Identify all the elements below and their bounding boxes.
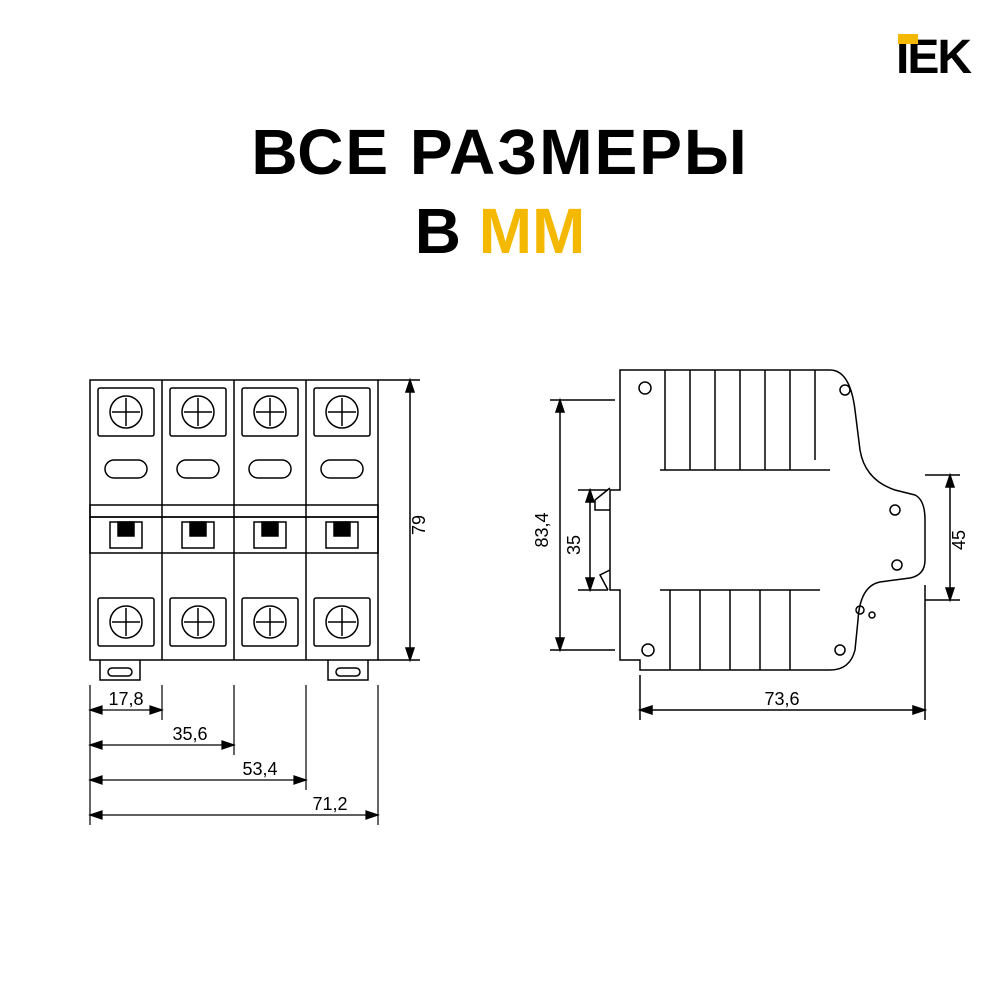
- dim-width-1: 17,8: [108, 689, 143, 709]
- title-line-1: ВСЕ РАЗМЕРЫ: [0, 115, 1000, 189]
- brand-logo: IIEKEK: [896, 30, 970, 85]
- dim-side-depth: 73,6: [764, 689, 799, 709]
- technical-drawing: 79 17,8 35,6 53,4 71,2: [0, 350, 1000, 950]
- dim-width-2: 35,6: [172, 724, 207, 744]
- dim-height-79: 79: [409, 515, 429, 535]
- side-view-drawing: 83,4 35 45 73,6: [500, 350, 980, 830]
- dim-side-h-outer: 83,4: [532, 512, 552, 547]
- dim-width-3: 53,4: [242, 759, 277, 779]
- page-title: ВСЕ РАЗМЕРЫ В ММ: [0, 115, 1000, 268]
- dim-width-4: 71,2: [312, 794, 347, 814]
- dim-side-right: 45: [949, 530, 969, 550]
- title-line-2: В ММ: [0, 194, 1000, 268]
- dim-side-h-inner: 35: [564, 535, 584, 555]
- front-view-drawing: 79 17,8 35,6 53,4 71,2: [50, 350, 530, 910]
